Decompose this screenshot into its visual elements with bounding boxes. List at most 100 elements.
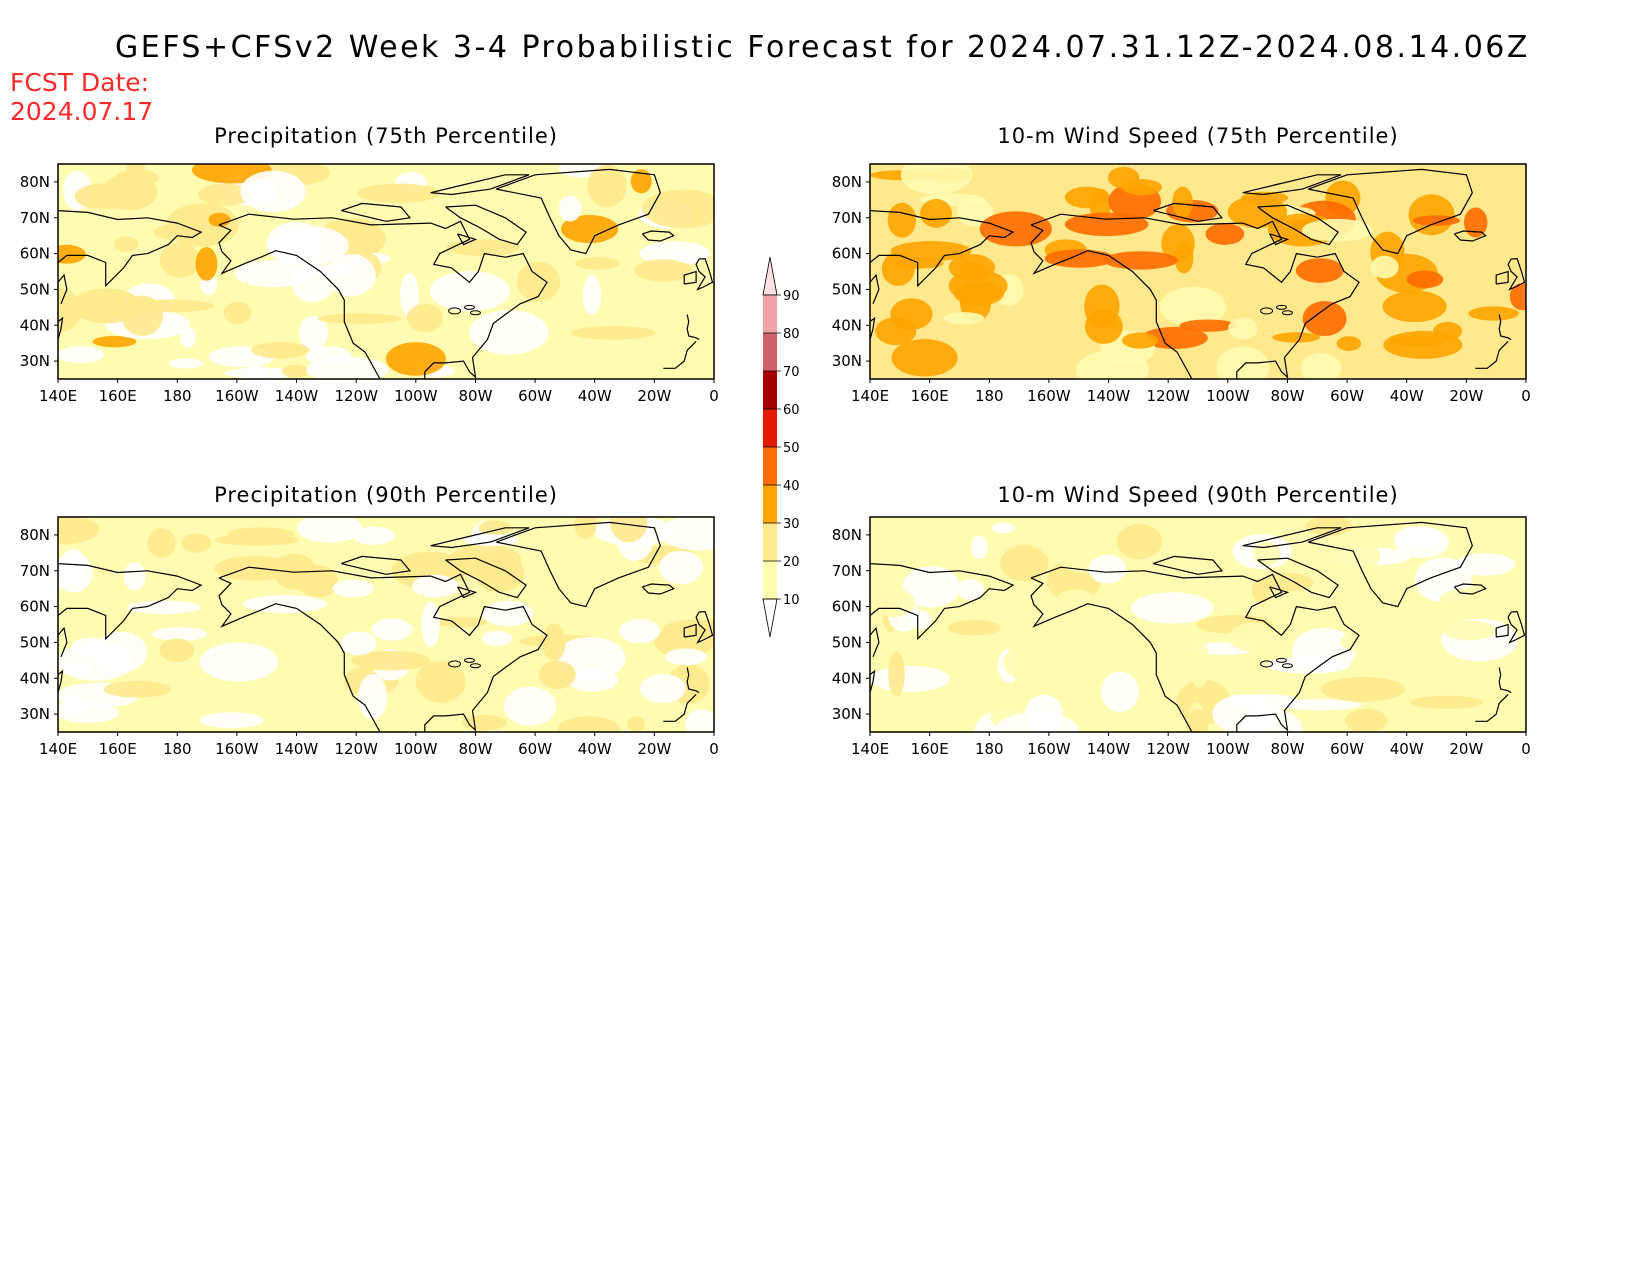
colorbar-segment bbox=[763, 333, 777, 371]
probability-shading bbox=[1183, 521, 1200, 562]
probability-shading bbox=[881, 252, 915, 286]
probability-shading bbox=[1352, 567, 1388, 611]
probability-shading bbox=[1443, 620, 1497, 641]
colorbar-label: 30 bbox=[783, 517, 800, 532]
probability-shading bbox=[1084, 309, 1123, 344]
probability-shading bbox=[574, 517, 597, 539]
coastline bbox=[695, 610, 714, 644]
map-frame bbox=[869, 163, 1527, 380]
panel-title-precip-75: Precipitation (75th Percentile) bbox=[214, 124, 558, 148]
x-tick-label: 120W bbox=[334, 740, 378, 758]
probability-shading bbox=[306, 356, 389, 379]
lake-outline bbox=[469, 663, 481, 669]
x-tick-label: 160W bbox=[1027, 740, 1071, 758]
lake-outline bbox=[1260, 307, 1274, 315]
x-tick-label: 40W bbox=[578, 387, 612, 405]
lake-outline bbox=[448, 660, 462, 668]
probability-shading bbox=[340, 631, 377, 656]
probability-shading bbox=[58, 244, 86, 264]
probability-shading bbox=[619, 618, 661, 644]
lake-outline bbox=[1281, 663, 1293, 669]
probability-shading bbox=[1300, 353, 1342, 379]
probability-shading bbox=[516, 261, 561, 302]
probability-shading bbox=[296, 565, 339, 598]
x-tick-label: 100W bbox=[1206, 387, 1250, 405]
probability-shading bbox=[1054, 589, 1098, 616]
probability-shading bbox=[461, 714, 507, 731]
coastline bbox=[683, 270, 697, 285]
probability-shading bbox=[587, 164, 627, 208]
colorbar-label: 40 bbox=[783, 479, 800, 494]
map-panel-wind-75: 80N 70N 60N 50N 40N 30N 140E 160E 180 160W 140W 120… bbox=[832, 163, 1531, 405]
coastline bbox=[58, 316, 64, 340]
y-tick-label: 80N bbox=[20, 526, 50, 544]
probability-shading bbox=[673, 250, 694, 263]
x-tick-label: 140E bbox=[39, 740, 77, 758]
coastline bbox=[1498, 314, 1512, 341]
probability-shading bbox=[659, 517, 714, 551]
coastline bbox=[1153, 555, 1224, 575]
coastline bbox=[58, 273, 68, 305]
y-tick-label: 30N bbox=[20, 705, 50, 723]
coastline bbox=[58, 210, 203, 288]
probability-shading bbox=[474, 555, 525, 593]
probability-shading bbox=[1228, 622, 1279, 653]
probability-shading bbox=[400, 272, 419, 317]
probability-shading bbox=[574, 257, 621, 270]
probability-shading bbox=[245, 365, 268, 379]
probability-shading bbox=[126, 600, 201, 615]
y-tick-label: 70N bbox=[832, 209, 862, 227]
probability-shading bbox=[243, 595, 327, 614]
coastline bbox=[870, 626, 880, 658]
x-tick-label: 80W bbox=[458, 740, 492, 758]
coastline bbox=[870, 563, 1015, 641]
coastline bbox=[641, 230, 675, 242]
coastline bbox=[1030, 566, 1360, 732]
colorbar-label: 60 bbox=[783, 403, 800, 418]
lake-outline bbox=[1281, 310, 1293, 316]
probability-shading bbox=[357, 183, 442, 203]
coastline bbox=[1269, 586, 1290, 599]
forecast-date: FCST Date: 2024.07.17 bbox=[10, 68, 153, 126]
probability-shading bbox=[1272, 332, 1321, 343]
coastline bbox=[1257, 204, 1339, 246]
probability-shading bbox=[227, 527, 295, 541]
probability-shading bbox=[887, 202, 917, 238]
probability-shading bbox=[350, 650, 431, 671]
x-tick-label: 100W bbox=[1206, 740, 1250, 758]
probability-shading bbox=[198, 183, 253, 206]
probability-shading bbox=[991, 522, 1016, 534]
coastline bbox=[686, 667, 700, 694]
lake-outline bbox=[1260, 660, 1274, 668]
x-tick-label: 180 bbox=[163, 740, 192, 758]
probability-shading bbox=[957, 579, 984, 600]
probability-shading bbox=[1186, 708, 1209, 732]
probability-shading bbox=[1064, 186, 1109, 209]
x-tick-label: 80W bbox=[1270, 740, 1304, 758]
coastline bbox=[1507, 610, 1526, 644]
x-tick-label: 100W bbox=[394, 387, 438, 405]
probability-shading bbox=[234, 260, 311, 288]
panel-title-wind-75: 10-m Wind Speed (75th Percentile) bbox=[997, 124, 1399, 148]
probability-shading bbox=[269, 225, 349, 266]
probability-shading bbox=[406, 303, 443, 333]
coastline bbox=[870, 273, 880, 305]
x-tick-label: 20W bbox=[1449, 740, 1483, 758]
probability-shading bbox=[478, 520, 511, 535]
colorbar-bottom-cap bbox=[762, 598, 778, 638]
coastline bbox=[496, 168, 661, 255]
y-tick-label: 50N bbox=[832, 280, 862, 298]
coastline bbox=[58, 626, 68, 658]
coastlines bbox=[58, 521, 714, 732]
coastline bbox=[58, 669, 64, 693]
probability-shading bbox=[642, 189, 714, 229]
x-tick-label: 140W bbox=[1087, 387, 1131, 405]
probability-shading bbox=[542, 623, 566, 661]
y-tick-label: 60N bbox=[20, 598, 50, 616]
lake-outline bbox=[1275, 304, 1287, 310]
x-tick-label: 160E bbox=[99, 387, 137, 405]
probability-shading bbox=[870, 665, 951, 692]
x-tick-label: 100W bbox=[394, 740, 438, 758]
probability-shading bbox=[168, 358, 204, 369]
y-tick-label: 30N bbox=[832, 352, 862, 370]
